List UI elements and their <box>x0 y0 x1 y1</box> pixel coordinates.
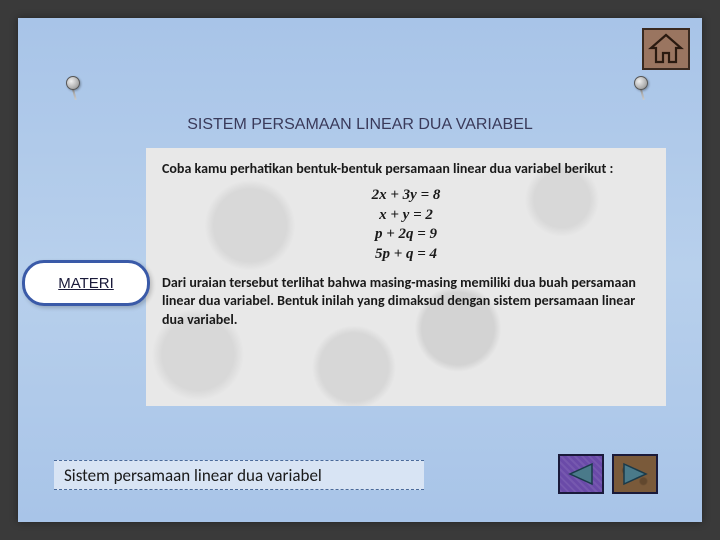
materi-button[interactable]: MATERI <box>22 260 150 306</box>
content-panel: Coba kamu perhatikan bentuk-bentuk persa… <box>146 148 666 406</box>
next-button[interactable] <box>612 454 658 494</box>
slide: SISTEM PERSAMAAN LINEAR DUA VARIABEL Cob… <box>18 18 702 522</box>
home-icon <box>648 33 684 65</box>
triangle-left-icon <box>566 461 596 487</box>
pin-decoration-right <box>634 76 658 100</box>
equation-1: 2x + 3y = 8 <box>162 186 650 206</box>
footer-caption: Sistem persamaan linear dua variabel <box>54 460 424 490</box>
equation-3: p + 2q = 9 <box>162 225 650 245</box>
materi-label: MATERI <box>58 275 114 292</box>
pin-decoration-left <box>66 76 90 100</box>
equation-4: 5p + q = 4 <box>162 245 650 265</box>
equation-2: x + y = 2 <box>162 206 650 226</box>
triangle-right-icon <box>620 461 650 487</box>
prev-button[interactable] <box>558 454 604 494</box>
home-button[interactable] <box>642 28 690 70</box>
equations-block: 2x + 3y = 8 x + y = 2 p + 2q = 9 5p + q … <box>162 186 650 264</box>
footer-text: Sistem persamaan linear dua variabel <box>64 465 322 486</box>
content-body: Dari uraian tersebut terlihat bahwa masi… <box>162 274 650 329</box>
content-intro: Coba kamu perhatikan bentuk-bentuk persa… <box>162 160 650 178</box>
slide-title: SISTEM PERSAMAAN LINEAR DUA VARIABEL <box>18 116 702 134</box>
